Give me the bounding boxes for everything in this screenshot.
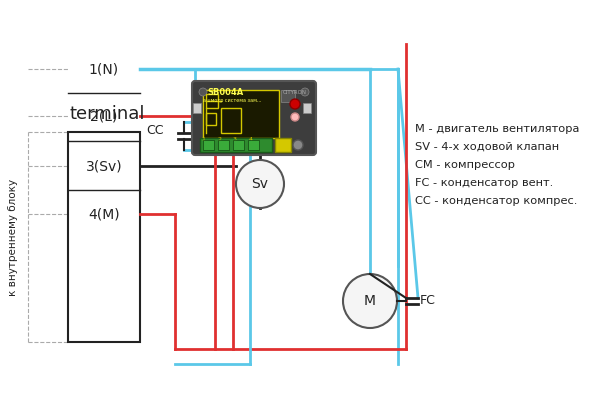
Circle shape <box>301 88 309 96</box>
Text: к внутреннему блоку: к внутреннему блоку <box>8 178 18 296</box>
Bar <box>248 140 259 150</box>
Text: 4(M): 4(M) <box>88 207 120 221</box>
Text: 4: 4 <box>249 136 253 141</box>
Bar <box>303 103 311 113</box>
Text: SV - 4-х ходовой клапан: SV - 4-х ходовой клапан <box>415 142 559 152</box>
Text: Sv: Sv <box>251 177 268 191</box>
Bar <box>275 138 291 152</box>
Text: 2(L): 2(L) <box>90 109 118 123</box>
Circle shape <box>293 140 303 150</box>
Bar <box>218 140 229 150</box>
Text: terminal: terminal <box>70 105 145 123</box>
Circle shape <box>220 96 276 152</box>
Circle shape <box>291 113 299 121</box>
Circle shape <box>199 88 207 96</box>
Text: CC: CC <box>147 123 164 136</box>
Text: FC - конденсатор вент.: FC - конденсатор вент. <box>415 178 553 188</box>
Circle shape <box>290 99 300 109</box>
Text: 3(Sv): 3(Sv) <box>85 159 122 173</box>
Circle shape <box>236 160 284 208</box>
Bar <box>221 108 241 133</box>
Bar <box>206 94 218 108</box>
Bar <box>203 90 279 138</box>
Text: CC - конденсатор компрес.: CC - конденсатор компрес. <box>415 196 578 206</box>
Text: 3: 3 <box>233 136 237 141</box>
Text: M: M <box>364 294 376 308</box>
Text: FC: FC <box>420 294 436 307</box>
Text: CM: CM <box>237 117 259 131</box>
Bar <box>206 113 216 125</box>
Circle shape <box>343 274 397 328</box>
Text: CITYRON: CITYRON <box>283 89 307 95</box>
Text: 2: 2 <box>217 136 221 141</box>
Bar <box>193 103 201 113</box>
Bar <box>68 132 140 342</box>
Text: CM - компрессор: CM - компрессор <box>415 160 515 170</box>
Text: a uмотр система зам...: a uмотр система зам... <box>203 97 261 102</box>
Text: M - двигатель вентилятора: M - двигатель вентилятора <box>415 124 579 134</box>
FancyBboxPatch shape <box>192 81 316 155</box>
Bar <box>233 140 244 150</box>
Text: SB004A: SB004A <box>207 87 243 97</box>
Text: 1(N): 1(N) <box>89 62 119 76</box>
Text: 1: 1 <box>201 136 205 141</box>
Bar <box>281 90 295 102</box>
Bar <box>200 138 272 152</box>
Bar <box>203 140 214 150</box>
